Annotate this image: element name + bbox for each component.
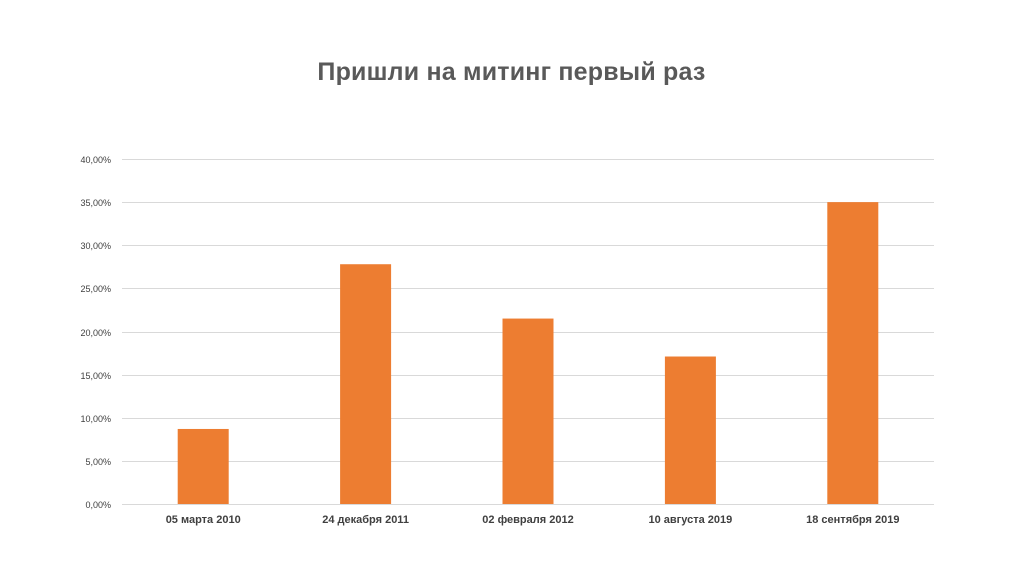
x-category-label: 18 сентября 2019 [806,514,899,526]
x-category-label: 10 августа 2019 [649,514,733,526]
bar [177,428,229,504]
y-tick-label: 20,00% [80,328,111,338]
bar [502,318,554,504]
y-tick-label: 0,00% [85,500,111,510]
y-tick-label: 5,00% [85,457,111,467]
y-tick-label: 15,00% [80,371,111,381]
y-tick-label: 10,00% [80,414,111,424]
x-category-label: 02 февраля 2012 [482,514,573,526]
x-axis-category-labels: 05 марта 2010 24 декабря 2011 02 февраля 2… [166,514,900,526]
x-category-label: 05 марта 2010 [166,514,241,526]
y-tick-label: 40,00% [80,155,111,165]
y-axis-tick-labels: 0,00% 5,00% 10,00% 15,00% 20,00% 25,00% 30,00%… [80,155,111,510]
y-tick-label: 25,00% [80,284,111,294]
y-tick-label: 30,00% [80,241,111,251]
y-tick-label: 35,00% [80,198,111,208]
bar [340,264,392,504]
x-category-label: 24 декабря 2011 [322,514,409,526]
bars [177,202,879,504]
bar [827,202,879,504]
bar [664,356,716,504]
chart-title: Пришли на митинг первый раз [317,58,706,86]
